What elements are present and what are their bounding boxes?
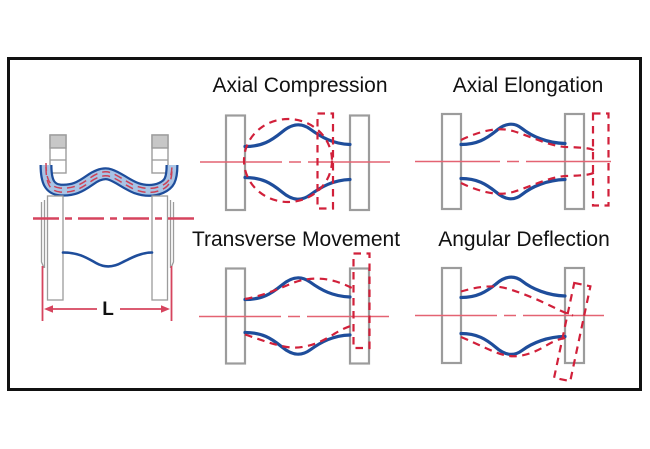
right-shell-outer — [170, 202, 175, 269]
angular-deflection-title: Angular Deflection — [438, 228, 610, 251]
transverse-movement-title: Transverse Movement — [192, 228, 400, 251]
bellows-lower-curve — [459, 176, 567, 201]
bellows-ply-upper — [45, 162, 173, 190]
shifted-bellows-upper-dashed — [244, 277, 356, 301]
right-pipe — [151, 195, 169, 301]
left-arrowhead-icon — [44, 305, 53, 313]
tilted-flange-dashed — [552, 281, 592, 383]
shifted-bellows-lower-dashed — [244, 323, 356, 349]
bellows-band — [39, 162, 179, 197]
bellows-upper-curve — [243, 276, 352, 302]
dimension-label: L — [102, 299, 114, 320]
transverse-movement-panel: Transverse Movement — [192, 228, 400, 365]
expansion-joint-cross-section: L — [33, 134, 196, 321]
bellows-ply-lower — [45, 166, 173, 194]
bellows-lower-curve — [243, 175, 352, 201]
right-bolt-cap — [151, 134, 169, 149]
displaced-flange-dashed — [316, 112, 335, 210]
diagram-border — [7, 57, 642, 391]
lower-bellows-curve — [61, 251, 154, 268]
axial-elongation-panel: Axial Elongation — [415, 74, 612, 211]
bellows-lower-curve — [243, 330, 352, 356]
axial-elongation-title: Axial Elongation — [453, 74, 604, 97]
displaced-flange-dashed — [591, 112, 610, 207]
elongated-bellows-lower-dashed — [460, 171, 595, 195]
right-arrowhead-icon — [161, 305, 170, 313]
length-dimension: L — [41, 266, 173, 321]
bellows-upper-curve — [243, 123, 352, 149]
bellows-lower-curve — [459, 331, 567, 356]
deflected-bellows-lower-dashed — [460, 335, 568, 358]
bellows-upper-curve — [459, 275, 567, 300]
left-bolt-cap — [49, 134, 67, 149]
deflected-bellows-upper-dashed — [460, 285, 574, 317]
compressed-bellows-dashed — [242, 117, 334, 204]
bellows-upper-curve — [459, 122, 567, 147]
left-pipe — [46, 195, 64, 301]
bellows-band-fill — [41, 164, 177, 195]
angular-deflection-panel: Angular Deflection — [415, 228, 610, 383]
axial-compression-title: Axial Compression — [212, 74, 387, 97]
displaced-flange-dashed — [352, 252, 371, 350]
axial-compression-panel: Axial Compression — [200, 74, 390, 212]
left-shell-outer — [40, 202, 45, 269]
elongated-bellows-upper-dashed — [460, 128, 595, 152]
